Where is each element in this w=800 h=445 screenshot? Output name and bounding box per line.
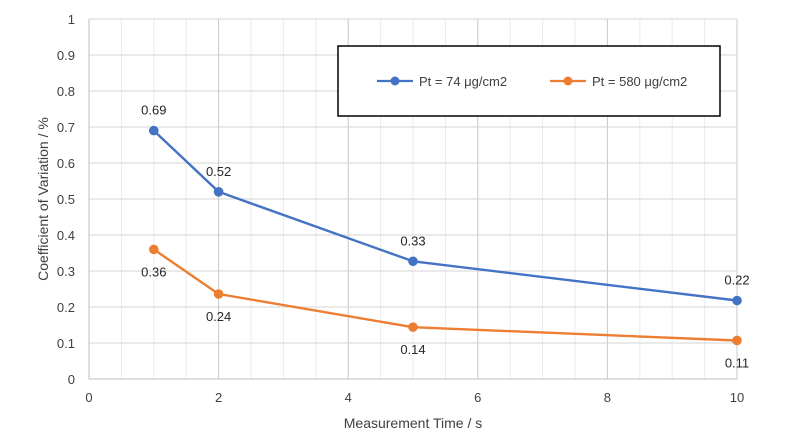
x-tick-label: 2 xyxy=(215,390,222,405)
y-tick-label: 0.5 xyxy=(57,192,75,207)
legend-marker-series-2 xyxy=(563,76,573,86)
series-line-2 xyxy=(153,248,738,342)
y-tick-label: 0.4 xyxy=(57,228,75,243)
y-tick-label: 0.9 xyxy=(57,48,75,63)
x-tick-label: 10 xyxy=(730,390,744,405)
x-tick-label: 6 xyxy=(474,390,481,405)
x-tick-label: 8 xyxy=(604,390,611,405)
y-tick-label: 0 xyxy=(68,372,75,387)
x-axis-title: Measurement Time / s xyxy=(344,415,483,431)
legend-label-series-1: Pt = 74 μg/cm2 xyxy=(419,74,507,89)
x-tick-label: 0 xyxy=(85,390,92,405)
legend-box xyxy=(337,45,721,117)
data-label-series-2: 0.14 xyxy=(400,342,425,357)
y-tick-label: 0.3 xyxy=(57,264,75,279)
y-tick-label: 0.6 xyxy=(57,156,75,171)
y-axis-title: Coefficient of Variation / % xyxy=(35,117,51,281)
y-tick-label: 0.2 xyxy=(57,300,75,315)
axes: 0 2 4 6 8 10 0 0.1 0.2 0.3 0.4 0.5 0.6 0.7 0.8 0.9 1 xyxy=(57,12,744,405)
legend-marker-series-1 xyxy=(390,76,400,86)
series-line-1 xyxy=(152,129,738,302)
data-label-series-1: 0.52 xyxy=(206,164,231,179)
series-group xyxy=(149,125,742,346)
legend: Pt = 74 μg/cm2 Pt = 580 μg/cm2 xyxy=(337,45,721,117)
x-tick-label: 4 xyxy=(345,390,352,405)
data-label-series-1: 0.69 xyxy=(141,103,166,118)
data-label-series-1: 0.22 xyxy=(724,273,749,288)
data-labels: 0.69 0.52 0.33 0.22 0.36 0.24 0.14 0.11 xyxy=(141,103,750,371)
y-tick-label: 0.7 xyxy=(57,120,75,135)
data-label-series-2: 0.36 xyxy=(141,264,166,279)
y-tick-label: 1 xyxy=(68,12,75,27)
data-point-series-2 xyxy=(732,335,742,346)
legend-label-series-2: Pt = 580 μg/cm2 xyxy=(592,74,687,89)
data-point-series-1 xyxy=(213,187,224,197)
y-tick-label: 0.8 xyxy=(57,84,75,99)
data-label-series-2: 0.11 xyxy=(725,355,749,370)
data-point-series-2 xyxy=(408,322,418,332)
data-point-series-1 xyxy=(732,295,742,306)
data-point-series-2 xyxy=(149,244,159,255)
data-point-series-2 xyxy=(213,289,224,299)
data-point-series-1 xyxy=(408,256,418,267)
data-point-series-1 xyxy=(149,125,159,136)
data-label-series-2: 0.24 xyxy=(206,309,231,324)
data-label-series-1: 0.33 xyxy=(400,233,425,248)
y-tick-label: 0.1 xyxy=(57,336,75,351)
